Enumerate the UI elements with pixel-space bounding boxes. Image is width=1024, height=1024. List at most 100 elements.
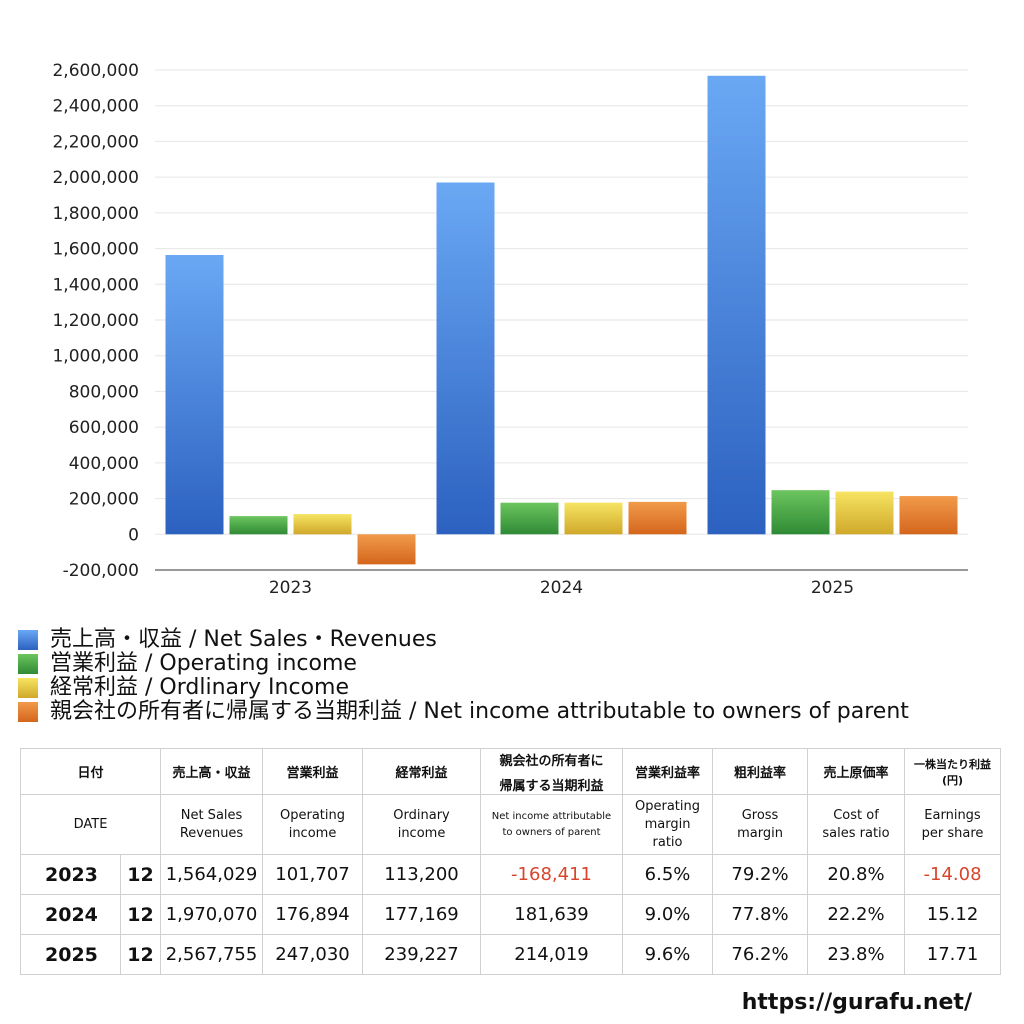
legend-label: 親会社の所有者に帰属する当期利益 / Net income attributab… <box>50 699 909 724</box>
y-tick-label: 200,000 <box>69 490 139 510</box>
header-gm-en-1: Gross <box>741 807 779 823</box>
x-tick-label: 2025 <box>811 578 854 598</box>
cell-sales: 2,567,755 <box>160 934 264 975</box>
bar-2025-series-2 <box>835 491 894 535</box>
legend-item: 経常利益 / Ordlinary Income <box>18 676 909 700</box>
legend-swatch <box>18 702 38 722</box>
cell-net: 181,639 <box>480 894 624 935</box>
y-tick-label: 800,000 <box>69 382 139 402</box>
header-eps-jp-line2: (円) <box>941 773 964 787</box>
header-ord-jp: 経常利益 <box>362 748 482 795</box>
site-url-watermark[interactable]: https://gurafu.net/ <box>741 990 972 1015</box>
bar-2023-series-0 <box>165 254 224 535</box>
cell-opm: 9.0% <box>622 894 714 935</box>
header-op-en-2: income <box>288 825 337 841</box>
header-gm-en-2: margin <box>737 825 783 841</box>
header-ord-en: Ordinary income <box>362 794 482 855</box>
header-net-en-1: Net income attributable <box>491 810 612 822</box>
y-tick-label: 2,600,000 <box>52 61 139 81</box>
cell-sales: 1,564,029 <box>160 854 264 895</box>
header-net-jp: 親会社の所有者に 帰属する当期利益 <box>480 748 624 795</box>
bar-chart: -200,000 0 200,000 400,000 600,000 800,000 1,0… <box>52 61 968 598</box>
cell-cos: 20.8% <box>807 854 906 895</box>
legend-swatch <box>18 630 38 650</box>
y-tick-label: 2,400,000 <box>52 97 139 117</box>
bar-2023-series-2 <box>293 514 352 535</box>
x-tick-label: 2023 <box>269 578 312 598</box>
cell-month: 12 <box>119 854 162 895</box>
header-eps-en: Earnings per share <box>904 794 1002 855</box>
y-tick-label: 600,000 <box>69 418 139 438</box>
cell-month: 12 <box>119 894 162 935</box>
cell-ord: 113,200 <box>362 854 482 895</box>
y-tick-label: 2,000,000 <box>52 168 139 188</box>
legend: 売上高・収益 / Net Sales・Revenues 営業利益 / Opera… <box>18 628 909 724</box>
table-row: 2023 12 1,564,029 101,707 113,200 -168,4… <box>20 854 1002 895</box>
cell-month: 12 <box>119 934 162 975</box>
legend-label: 売上高・収益 / Net Sales・Revenues <box>50 627 437 652</box>
bar-2024-series-0 <box>436 182 495 535</box>
header-eps-jp-line1: 一株当たり利益 <box>914 757 992 771</box>
header-op-jp: 営業利益 <box>262 748 364 795</box>
cell-eps: 17.71 <box>904 934 1002 975</box>
cell-op: 176,894 <box>262 894 364 935</box>
header-sales-en-2: Revenues <box>179 825 244 841</box>
cell-year: 2023 <box>20 854 121 895</box>
cell-ord: 239,227 <box>362 934 482 975</box>
x-tick-label: 2024 <box>540 578 583 598</box>
header-gm-jp: 粗利益率 <box>712 748 809 795</box>
table-row: 2024 12 1,970,070 176,894 177,169 181,63… <box>20 894 1002 935</box>
bar-2024-series-1 <box>500 502 559 535</box>
header-ord-en-1: Ordinary <box>393 807 450 823</box>
header-ord-en-2: income <box>397 825 446 841</box>
header-cos-en-2: sales ratio <box>822 825 890 841</box>
header-op-en: Operating income <box>262 794 364 855</box>
bar-2025-series-0 <box>707 75 766 535</box>
header-sales-en: Net Sales Revenues <box>160 794 264 855</box>
bar-2023-series-1 <box>229 516 288 535</box>
cell-op: 247,030 <box>262 934 364 975</box>
cell-opm: 9.6% <box>622 934 714 975</box>
y-tick-label: 1,600,000 <box>52 240 139 260</box>
cell-gm: 79.2% <box>712 854 809 895</box>
legend-label: 経常利益 / Ordlinary Income <box>50 675 349 700</box>
y-tick-label: -200,000 <box>63 561 139 581</box>
legend-item: 売上高・収益 / Net Sales・Revenues <box>18 628 909 652</box>
header-sales-jp: 売上高・収益 <box>160 748 264 795</box>
header-eps-jp: 一株当たり利益 (円) <box>904 748 1002 795</box>
y-tick-label: 0 <box>128 525 139 545</box>
cell-ord: 177,169 <box>362 894 482 935</box>
cell-year: 2025 <box>20 934 121 975</box>
cell-cos: 22.2% <box>807 894 906 935</box>
cell-opm: 6.5% <box>622 854 714 895</box>
header-eps-en-2: per share <box>921 825 984 841</box>
table-header-en: DATE Net Sales Revenues Operating income O… <box>19 794 1002 855</box>
y-tick-label: 2,200,000 <box>52 132 139 152</box>
legend-label: 営業利益 / Operating income <box>50 651 357 676</box>
y-tick-label: 400,000 <box>69 454 139 474</box>
header-eps-en-1: Earnings <box>924 807 981 823</box>
header-net-jp-line1: 親会社の所有者に <box>499 753 604 769</box>
header-opm-en-2: margin <box>644 816 691 832</box>
table-row: 2025 12 2,567,755 247,030 239,227 214,01… <box>20 934 1002 975</box>
header-cos-jp: 売上原価率 <box>807 748 906 795</box>
legend-item: 営業利益 / Operating income <box>18 652 909 676</box>
header-op-en-1: Operating <box>280 807 346 823</box>
y-tick-label: 1,200,000 <box>52 311 139 331</box>
header-opm-en-3: ratio <box>652 834 683 850</box>
header-cos-en-1: Cost of <box>833 807 879 823</box>
cell-eps: -14.08 <box>904 854 1002 895</box>
header-opm-jp: 営業利益率 <box>622 748 714 795</box>
financial-table: 日付 売上高・収益 営業利益 経常利益 親会社の所有者に 帰属する当期利益 営業… <box>19 748 1002 975</box>
cell-eps: 15.12 <box>904 894 1002 935</box>
cell-gm: 76.2% <box>712 934 809 975</box>
table-header-jp: 日付 売上高・収益 営業利益 経常利益 親会社の所有者に 帰属する当期利益 営業… <box>19 748 1002 795</box>
cell-sales: 1,970,070 <box>160 894 264 935</box>
header-opm-en: Operating margin ratio <box>622 794 714 855</box>
cell-gm: 77.8% <box>712 894 809 935</box>
legend-swatch <box>18 678 38 698</box>
bar-2025-series-3 <box>899 496 958 535</box>
header-net-en-2: to owners of parent <box>502 826 601 838</box>
cell-op: 101,707 <box>262 854 364 895</box>
header-cos-en: Cost of sales ratio <box>807 794 906 855</box>
